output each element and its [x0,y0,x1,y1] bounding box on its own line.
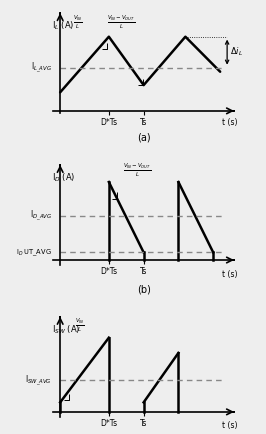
Text: t (s): t (s) [222,421,238,431]
Text: I$_{D\_AVG}$: I$_{D\_AVG}$ [30,209,52,224]
Text: I$_{SW}$ (A): I$_{SW}$ (A) [52,323,80,336]
Text: t (s): t (s) [222,118,238,127]
Text: I$_{L\_AVG}$: I$_{L\_AVG}$ [31,60,52,75]
Text: $\frac{V_{IN}-V_{OUT}}{L}$: $\frac{V_{IN}-V_{OUT}}{L}$ [123,162,151,179]
Text: (b): (b) [137,285,151,295]
Text: t (s): t (s) [222,270,238,279]
Text: (a): (a) [137,133,151,143]
Text: I$_D$ UT_AVG: I$_D$ UT_AVG [16,247,52,258]
Text: $\Delta i_L$: $\Delta i_L$ [230,46,243,59]
Text: $\frac{V_{IN}-V_{OUT}}{L}$: $\frac{V_{IN}-V_{OUT}}{L}$ [107,13,135,30]
Text: I$_L$ (A): I$_L$ (A) [52,20,74,33]
Text: $\frac{V_{IN}}{L}$: $\frac{V_{IN}}{L}$ [73,13,83,30]
Text: I$_D$ (A): I$_D$ (A) [52,171,75,184]
Text: I$_{SW\_AVG}$: I$_{SW\_AVG}$ [25,373,52,388]
Text: $\frac{V_{IN}}{L}$: $\frac{V_{IN}}{L}$ [75,317,85,334]
